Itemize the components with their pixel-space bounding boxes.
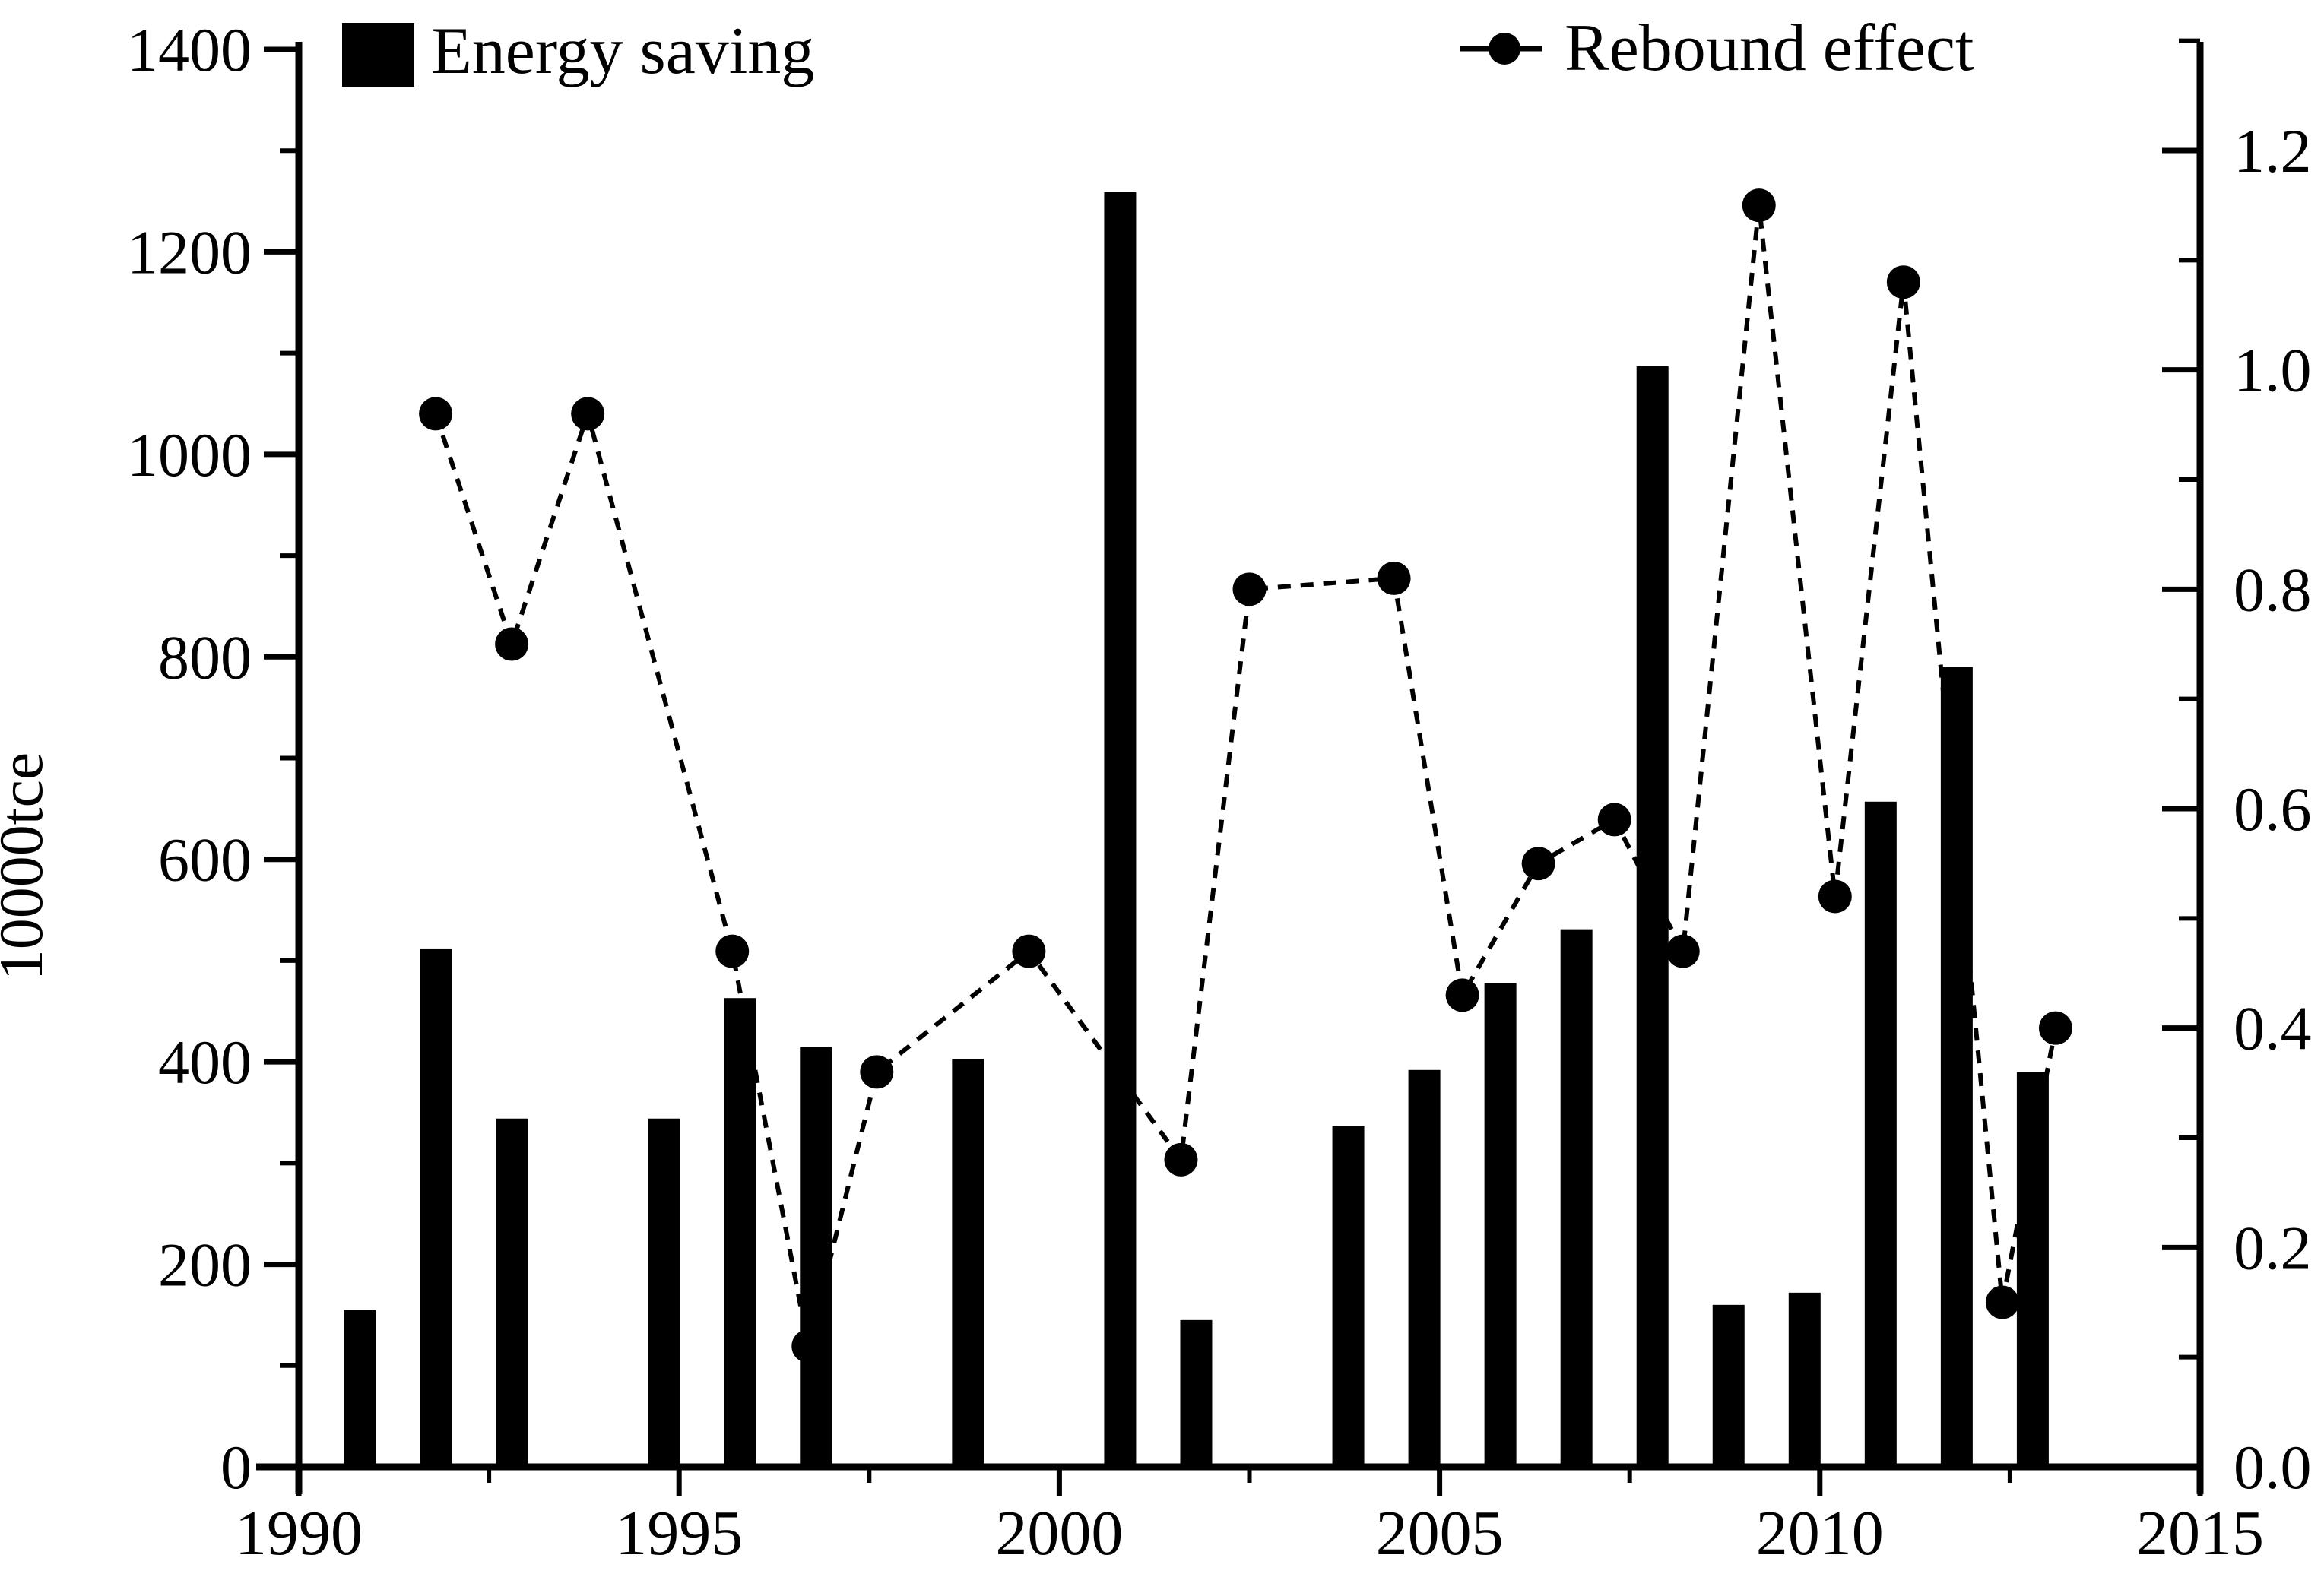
x-tick-label: 1995 xyxy=(615,1498,743,1569)
left-axis-title: 10000tce xyxy=(0,752,55,981)
rebound-point-2004 xyxy=(1377,561,1411,595)
right-tick-label: 0.0 xyxy=(2234,1433,2312,1502)
x-tick-label: 2005 xyxy=(1376,1498,1504,1569)
bar-1999 xyxy=(952,1059,984,1467)
x-tick-label: 1990 xyxy=(235,1498,363,1569)
legend-rebound-label: Rebound effect xyxy=(1565,11,1974,85)
legend-energy-label: Energy saving xyxy=(431,14,814,88)
rebound-point-2003 xyxy=(1232,572,1267,606)
axes xyxy=(256,38,2204,1496)
legend-energy-swatch-icon xyxy=(342,23,414,87)
left-tick-label: 200 xyxy=(158,1230,252,1300)
rebound-point-1997 xyxy=(791,1329,826,1363)
left-tick-label: 0 xyxy=(220,1433,252,1502)
right-tick-label: 0.4 xyxy=(2234,994,2312,1063)
left-tick-label: 600 xyxy=(158,825,252,895)
bar-2011 xyxy=(1864,801,1897,1467)
right-tick-label: 1.0 xyxy=(2234,336,2312,405)
bar-series-energy-saving xyxy=(344,192,2049,1468)
rebound-point-2007 xyxy=(1597,803,1631,837)
rebound-point-2006 xyxy=(1521,847,1555,881)
rebound-point-1993 xyxy=(495,627,529,661)
bar-1996 xyxy=(724,998,756,1467)
bar-2013 xyxy=(2016,1072,2049,1467)
rebound-point-1996 xyxy=(715,934,750,968)
rebound-point-2010 xyxy=(1818,879,1852,914)
bar-2012 xyxy=(1940,667,1973,1467)
rebound-point-2000 xyxy=(1012,934,1046,968)
bar-2007 xyxy=(1560,929,1593,1467)
bar-2010 xyxy=(1788,1292,1821,1467)
tick-labels: 0 200 400 600 800 1000 1200 1400 0.0 0.2 0.4 0.6 0.8… xyxy=(127,15,2312,1569)
rebound-point-1994 xyxy=(571,397,605,431)
right-tick-label: 0.2 xyxy=(2234,1213,2312,1282)
left-tick-label: 1400 xyxy=(127,15,252,84)
bar-2004 xyxy=(1332,1126,1365,1467)
bar-1997 xyxy=(800,1047,832,1467)
bar-1992 xyxy=(420,948,452,1467)
rebound-point-2013 xyxy=(2038,1011,2072,1045)
x-tick-label: 2010 xyxy=(1756,1498,1884,1569)
bar-2006 xyxy=(1484,983,1517,1467)
rebound-point-2008 xyxy=(1666,934,1700,968)
left-tick-label: 1200 xyxy=(127,217,252,287)
left-tick-label: 800 xyxy=(158,622,252,692)
rebound-point-2009 xyxy=(1742,188,1776,223)
bar-2001 xyxy=(1104,192,1137,1467)
left-tick-label: 1000 xyxy=(127,420,252,489)
bar-2008 xyxy=(1636,366,1669,1468)
rebound-point-2011 xyxy=(1886,265,1920,299)
bar-2009 xyxy=(1712,1304,1745,1467)
bar-1993 xyxy=(496,1118,528,1467)
line-series-rebound-effect xyxy=(419,188,2072,1363)
right-tick-label: 0.8 xyxy=(2234,555,2312,624)
legend-rebound-dot-icon xyxy=(1489,33,1520,65)
right-tick-label: 1.2 xyxy=(2234,116,2312,185)
rebound-point-2012 xyxy=(1985,1285,2019,1319)
x-tick-label: 2000 xyxy=(995,1498,1123,1569)
legend: Energy saving Rebound effect xyxy=(342,11,1974,88)
left-tick-label: 400 xyxy=(158,1028,252,1097)
rebound-point-2002 xyxy=(1164,1142,1198,1177)
bar-2005 xyxy=(1408,1069,1441,1467)
bar-1995 xyxy=(648,1118,680,1467)
rebound-point-1992 xyxy=(419,397,453,431)
rebound-point-2005 xyxy=(1445,978,1479,1012)
x-tick-label: 2015 xyxy=(2136,1498,2264,1569)
bar-2002 xyxy=(1180,1319,1213,1467)
bar-1991 xyxy=(344,1310,376,1467)
rebound-point-1998 xyxy=(860,1055,894,1089)
right-tick-label: 0.6 xyxy=(2234,774,2312,844)
